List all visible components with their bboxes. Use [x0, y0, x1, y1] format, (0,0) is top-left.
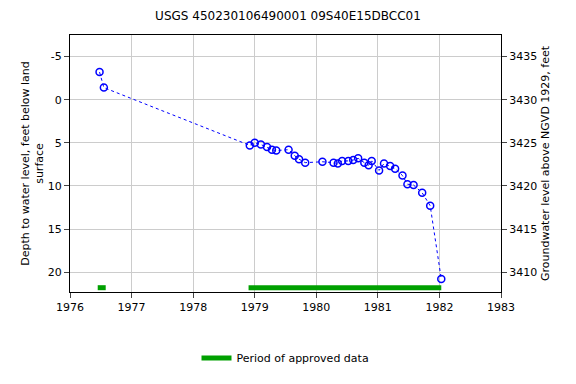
svg-text:1982: 1982	[425, 301, 453, 314]
svg-text:USGS 450230106490001 09S40E15D: USGS 450230106490001 09S40E15DBCC01	[155, 9, 421, 23]
svg-text:Groundwater level above NGVD 1: Groundwater level above NGVD 1929, feet	[539, 45, 552, 281]
svg-text:1976: 1976	[56, 301, 84, 314]
svg-text:3410: 3410	[509, 266, 537, 279]
svg-text:-5: -5	[51, 50, 62, 63]
svg-text:3435: 3435	[509, 50, 537, 63]
svg-text:3420: 3420	[509, 180, 537, 193]
svg-text:Period of approved data: Period of approved data	[237, 352, 369, 365]
svg-text:1978: 1978	[179, 301, 207, 314]
svg-text:5: 5	[55, 137, 62, 150]
svg-text:3425: 3425	[509, 137, 537, 150]
svg-text:3415: 3415	[509, 223, 537, 236]
svg-text:20: 20	[48, 266, 62, 279]
svg-text:1981: 1981	[364, 301, 392, 314]
svg-text:10: 10	[48, 180, 62, 193]
svg-text:Depth to water level, feet bel: Depth to water level, feet below landsur…	[19, 61, 46, 266]
svg-text:3430: 3430	[509, 94, 537, 107]
svg-text:15: 15	[48, 223, 62, 236]
svg-text:1979: 1979	[241, 301, 269, 314]
svg-text:1983: 1983	[487, 301, 515, 314]
svg-text:0: 0	[55, 94, 62, 107]
svg-text:1977: 1977	[118, 301, 146, 314]
svg-text:1980: 1980	[302, 301, 330, 314]
